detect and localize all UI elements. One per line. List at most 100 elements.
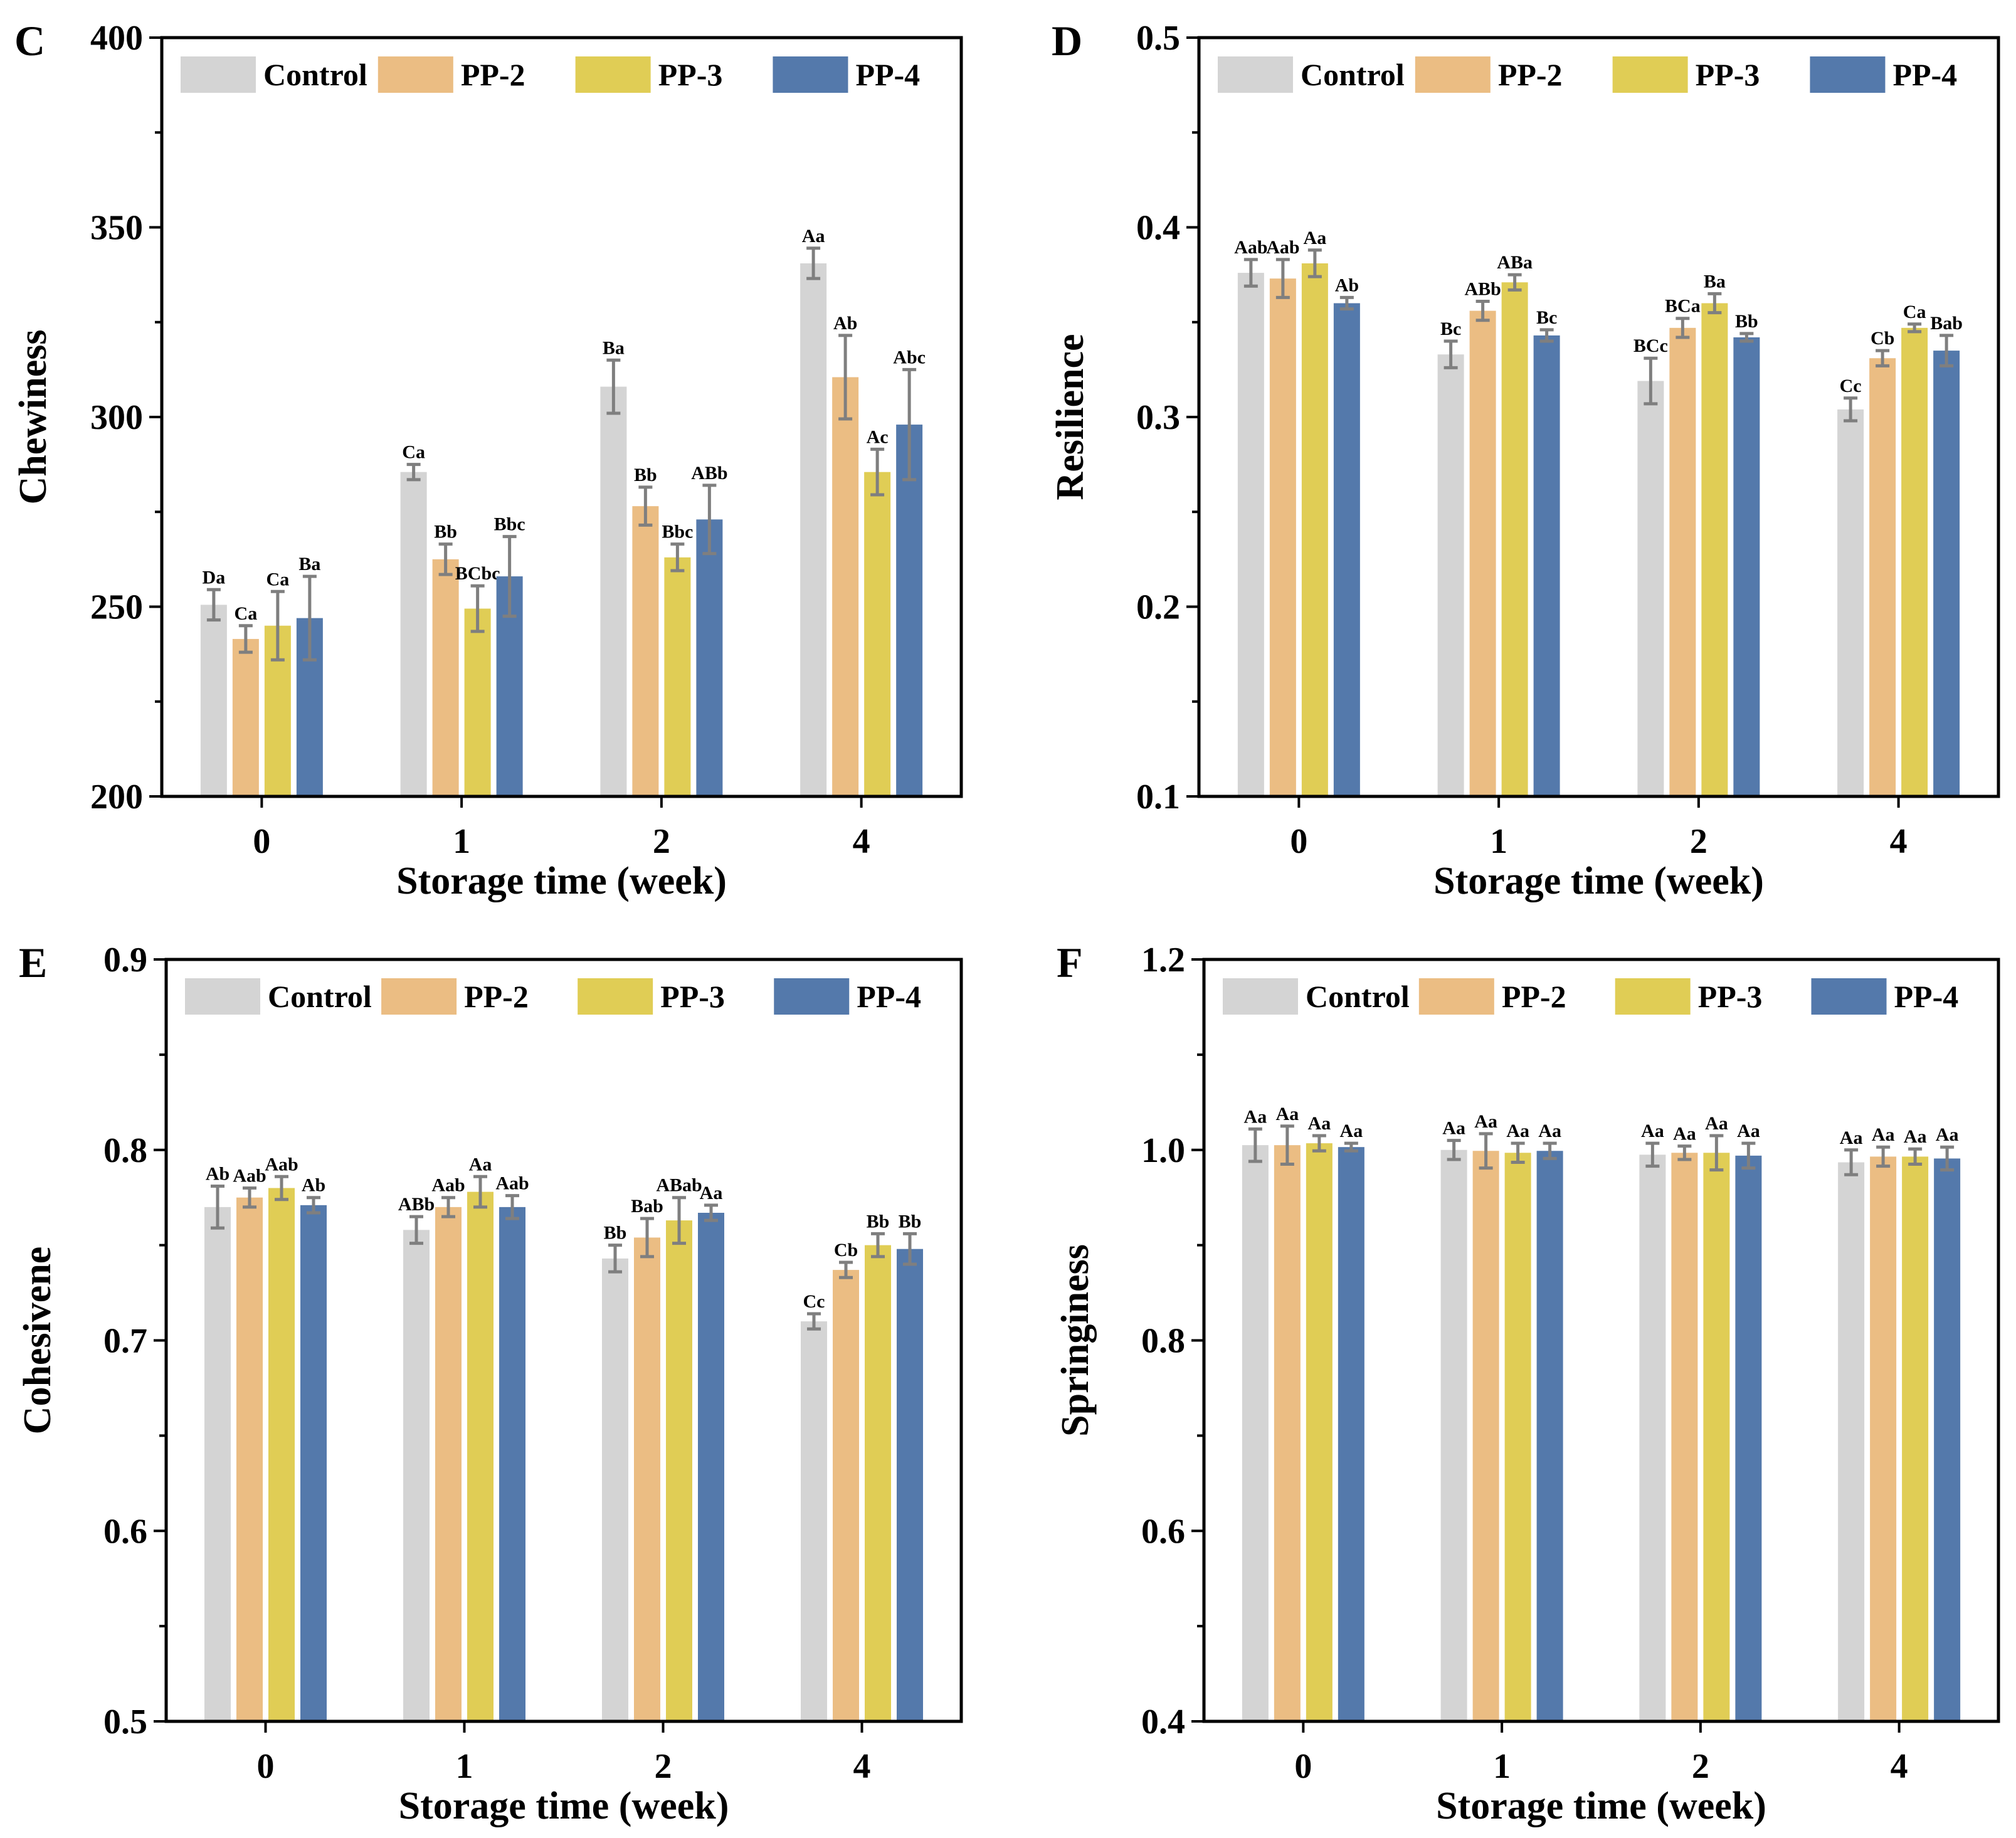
- x-tick-label: 0: [257, 1747, 275, 1786]
- x-tick-label: 2: [1692, 1747, 1709, 1786]
- x-axis-title: Storage time (week): [399, 1785, 729, 1827]
- x-tick-label: 0: [1294, 1747, 1312, 1786]
- bar-pp-4-week-4: [897, 1249, 923, 1721]
- data-label: Aa: [700, 1183, 723, 1203]
- legend-swatch-pp-2: [381, 978, 457, 1015]
- y-tick-label: 0.8: [1141, 1322, 1185, 1361]
- bar-control-week-0: [200, 605, 227, 796]
- data-label: Aab: [431, 1175, 465, 1196]
- legend-label-control: Control: [268, 979, 372, 1014]
- data-label: Cb: [834, 1240, 858, 1260]
- bar-pp-4-week-4: [1934, 1158, 1961, 1721]
- data-label: Ca: [235, 603, 258, 624]
- bar-pp-3-week-1: [467, 1191, 493, 1721]
- bar-pp-3-week-4: [1901, 327, 1928, 796]
- data-label: Aab: [495, 1173, 529, 1194]
- data-label: Aa: [802, 226, 825, 246]
- bar-pp-3-week-4: [1902, 1156, 1929, 1721]
- legend-swatch-control: [1223, 978, 1298, 1015]
- y-tick-label: 0.6: [103, 1512, 147, 1551]
- chart-panel-f: Aa Aa Aa Aa 0 Aa Aa Aa Aa 1 Aa Aa Aa Aa 2 Aa Aa Aa Aa 4 0.4 0…: [1054, 939, 2000, 1827]
- data-label: Aa: [1705, 1113, 1728, 1134]
- bar-pp-2-week-1: [1469, 310, 1496, 797]
- bar-pp-2-week-2: [632, 506, 659, 796]
- bar-pp-4-week-2: [1733, 337, 1760, 796]
- y-tick-label: 0.7: [103, 1322, 147, 1361]
- bar-pp-3-week-2: [664, 557, 691, 796]
- x-tick-label: 1: [1493, 1747, 1511, 1786]
- legend-swatch-pp-3: [1615, 978, 1691, 1015]
- data-label: Ab: [833, 313, 857, 334]
- legend-swatch-control: [181, 56, 256, 93]
- data-label: ABb: [691, 463, 727, 483]
- legend-swatch-pp-3: [575, 56, 651, 93]
- x-tick-label: 0: [1290, 822, 1307, 861]
- data-label: Ca: [402, 442, 425, 463]
- bar-pp-2-week-4: [832, 377, 859, 796]
- bar-pp-3-week-0: [1306, 1143, 1333, 1721]
- legend-label-pp-3: PP-3: [660, 979, 725, 1014]
- data-label: Aab: [265, 1154, 298, 1175]
- y-tick-label: 0.2: [1136, 588, 1180, 627]
- data-label: Ba: [1704, 271, 1726, 292]
- data-label: Aa: [1340, 1121, 1363, 1141]
- x-tick-label: 2: [655, 1747, 672, 1786]
- bar-pp-2-week-1: [432, 559, 459, 796]
- data-label: BCbc: [455, 563, 500, 584]
- panel-letter: D: [1052, 17, 1082, 65]
- plot-frame: [1202, 958, 2000, 1723]
- y-axis-title: Springiness: [1054, 1244, 1097, 1437]
- data-label: Aa: [1840, 1128, 1863, 1148]
- bar-pp-3-week-0: [268, 1188, 295, 1721]
- x-tick-label: 4: [1890, 822, 1908, 861]
- data-label: Cb: [1871, 328, 1894, 349]
- legend-label-control: Control: [1301, 57, 1405, 92]
- data-label: Aa: [1442, 1118, 1465, 1139]
- bar-control-week-1: [1440, 1149, 1467, 1721]
- x-tick-label: 1: [453, 822, 470, 861]
- bar-pp-3-week-0: [1301, 263, 1328, 797]
- y-tick-label: 200: [90, 778, 143, 816]
- data-label: Ca: [267, 569, 290, 589]
- legend-label-control: Control: [1306, 979, 1410, 1014]
- y-tick-label: 0.1: [1136, 778, 1180, 816]
- x-tick-label: 1: [1490, 822, 1507, 861]
- plot-frame: [164, 958, 963, 1723]
- bar-pp-2-week-2: [1669, 327, 1696, 796]
- legend-swatch-control: [185, 978, 260, 1015]
- bar-pp-3-week-2: [1703, 1153, 1730, 1721]
- bar-control-week-2: [600, 386, 627, 796]
- data-label: Aa: [1904, 1126, 1927, 1147]
- bar-control-week-2: [1637, 381, 1664, 796]
- y-tick-label: 1.0: [1141, 1131, 1185, 1170]
- bar-control-week-4: [801, 1321, 827, 1721]
- bar-pp-4-week-4: [1933, 351, 1960, 796]
- data-label: ABb: [398, 1194, 435, 1215]
- x-tick-label: 4: [853, 1747, 871, 1786]
- legend-swatch-pp-3: [578, 978, 653, 1015]
- panel-letter: E: [19, 939, 47, 986]
- bar-pp-2-week-1: [1472, 1151, 1499, 1721]
- legend-swatch-control: [1218, 56, 1293, 93]
- panel-letter: C: [14, 17, 45, 65]
- x-tick-label: 2: [1690, 822, 1707, 861]
- legend-label-pp-4: PP-4: [857, 979, 921, 1014]
- data-label: Aa: [1304, 228, 1327, 248]
- bar-pp-2-week-2: [634, 1237, 660, 1721]
- bar-pp-4-week-1: [1533, 335, 1560, 796]
- data-label: Aa: [1308, 1113, 1331, 1134]
- y-tick-label: 0.6: [1141, 1512, 1185, 1551]
- legend-label-pp-4: PP-4: [1894, 979, 1959, 1014]
- data-label: Cc: [803, 1291, 825, 1312]
- y-tick-label: 0.5: [1136, 19, 1180, 58]
- data-label: Ab: [302, 1175, 325, 1196]
- legend-swatch-pp-2: [1418, 978, 1494, 1015]
- data-label: Aa: [1673, 1124, 1696, 1144]
- legend-swatch-pp-2: [377, 56, 453, 93]
- legend-label-pp-4: PP-4: [1892, 57, 1957, 92]
- bar-control-week-0: [204, 1207, 231, 1721]
- bar-control-week-0: [1242, 1145, 1269, 1721]
- bar-pp-3-week-4: [864, 472, 891, 796]
